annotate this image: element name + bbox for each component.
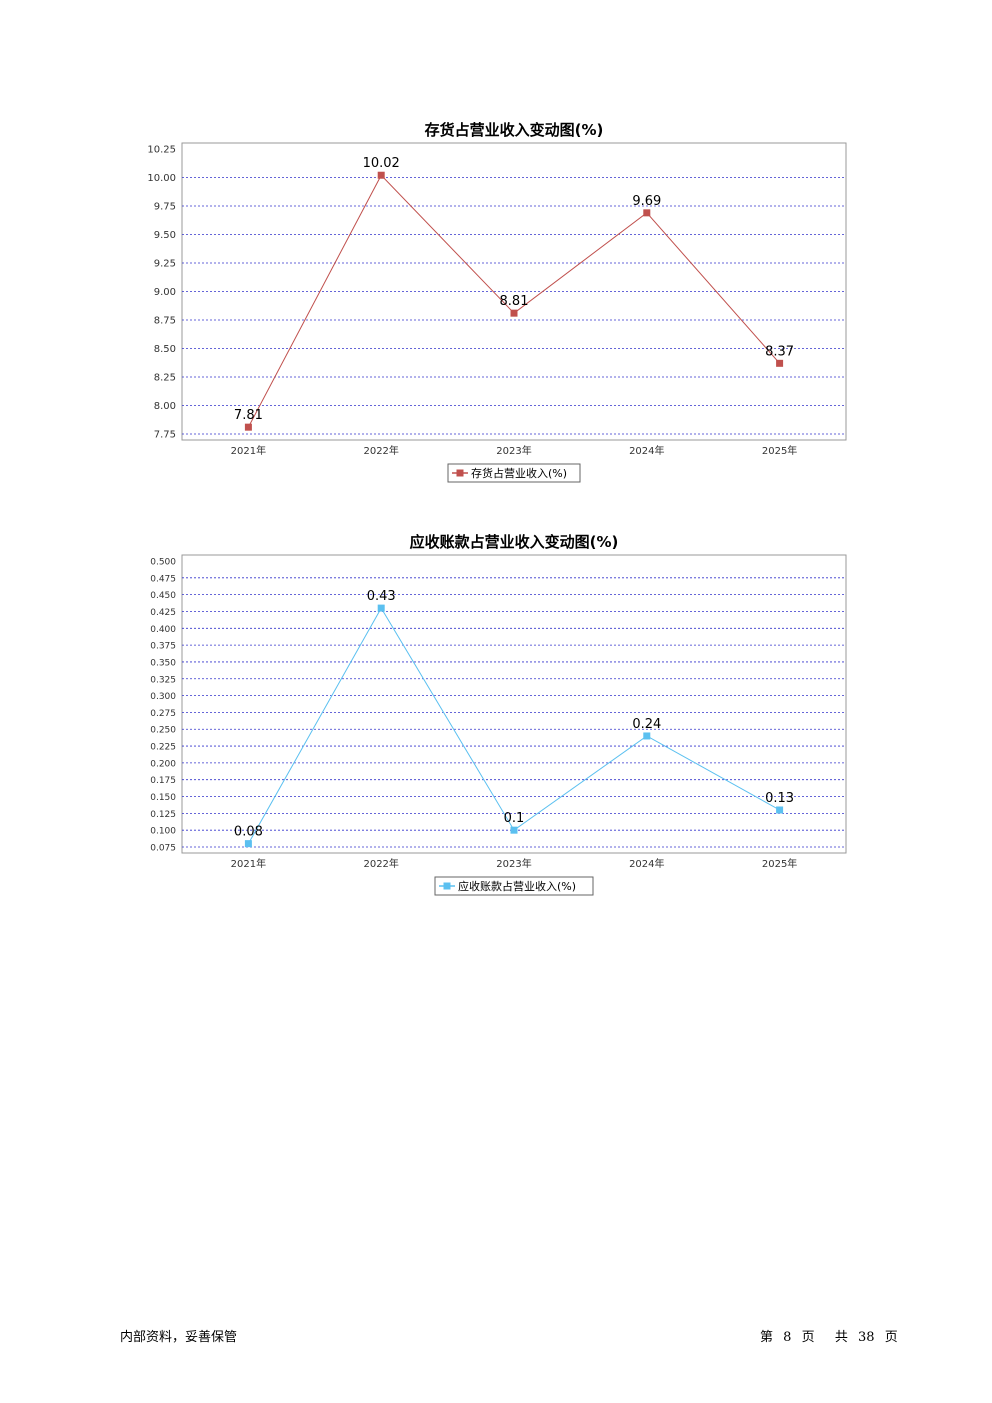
data-label: 9.69 xyxy=(632,194,661,209)
plot-area xyxy=(181,554,847,854)
y-tick-label: 9.00 xyxy=(154,287,176,298)
y-tick-label: 0.500 xyxy=(150,558,176,568)
legend-marker xyxy=(456,469,464,477)
data-label: 0.13 xyxy=(765,791,794,806)
chart-title: 存货占营业收入变动图(%) xyxy=(425,121,604,139)
y-tick-label: 0.150 xyxy=(150,793,176,803)
total-prefix: 共 xyxy=(834,1330,848,1345)
legend-marker xyxy=(443,882,451,890)
y-tick-label: 8.75 xyxy=(154,316,176,327)
legend-box xyxy=(447,463,581,483)
x-tick-label: 2025年 xyxy=(762,444,797,457)
x-tick-label: 2024年 xyxy=(629,444,664,457)
data-point xyxy=(510,826,518,834)
x-tick-label: 2021年 xyxy=(231,444,266,457)
y-tick-label: 10.00 xyxy=(147,173,176,184)
x-tick-label: 2024年 xyxy=(629,857,664,870)
y-tick-label: 8.00 xyxy=(154,401,176,412)
inventory-ratio-chart-svg: 存货占营业收入变动图(%) 10.25 10.00 9.75 9.50 9.25 9.00 8… xyxy=(147,121,847,483)
legend-label: 应收账款占营业收入(%) xyxy=(458,879,576,893)
data-label: 7.81 xyxy=(234,408,263,423)
data-label: 8.37 xyxy=(765,344,794,359)
y-tick-label: 0.200 xyxy=(150,759,176,769)
receivables-ratio-chart-svg: 应收账款占营业收入变动图(%) 0.500 0.475 0.450 0.425 0.400… xyxy=(150,533,847,896)
y-tick-label: 0.275 xyxy=(150,709,176,719)
data-label: 0.08 xyxy=(234,825,263,840)
y-tick-label: 0.175 xyxy=(150,776,176,786)
x-tick-label: 2022年 xyxy=(363,444,398,457)
y-tick-label: 0.375 xyxy=(150,642,176,652)
page-total: 38 xyxy=(858,1330,875,1345)
y-tick-label: 0.125 xyxy=(150,810,176,820)
data-point xyxy=(244,423,252,431)
legend-label: 存货占营业收入(%) xyxy=(471,466,567,480)
data-point xyxy=(377,171,385,179)
y-tick-label: 10.25 xyxy=(147,145,176,156)
data-point xyxy=(643,732,651,740)
page-footer: 内部资料，妥善保管 第 8 页 共 38 页 xyxy=(0,1322,992,1346)
inventory-ratio-chart: 存货占营业收入变动图(%) 10.25 10.00 9.75 9.50 9.25 9.00 8… xyxy=(0,112,992,492)
data-point xyxy=(776,359,784,367)
data-label: 10.02 xyxy=(363,156,400,171)
total-unit: 页 xyxy=(884,1330,898,1345)
data-label: 0.1 xyxy=(504,811,525,826)
y-tick-label: 8.25 xyxy=(154,373,176,384)
y-tick-label: 0.450 xyxy=(150,591,176,601)
x-tick-label: 2025年 xyxy=(762,857,797,870)
y-tick-label: 7.75 xyxy=(154,430,176,441)
y-tick-label: 0.325 xyxy=(150,675,176,685)
data-point xyxy=(776,806,784,814)
data-point xyxy=(643,209,651,217)
receivables-ratio-chart: 应收账款占营业收入变动图(%) 0.500 0.475 0.450 0.425 0.400… xyxy=(0,524,992,904)
y-tick-label: 0.425 xyxy=(150,608,176,618)
y-tick-label: 0.400 xyxy=(150,625,176,635)
legend-box xyxy=(434,876,594,896)
confidential-note: 内部资料，妥善保管 xyxy=(120,1330,238,1345)
y-tick-label: 9.50 xyxy=(154,230,176,241)
y-tick-label: 9.25 xyxy=(154,259,176,270)
data-point xyxy=(244,840,252,848)
x-tick-label: 2022年 xyxy=(363,857,398,870)
y-tick-label: 0.300 xyxy=(150,692,176,702)
x-tick-label: 2021年 xyxy=(231,857,266,870)
page-prefix: 第 xyxy=(760,1330,774,1345)
y-tick-label: 0.225 xyxy=(150,743,176,753)
y-tick-label: 8.50 xyxy=(154,344,176,355)
y-tick-label: 0.100 xyxy=(150,827,176,837)
data-point xyxy=(377,604,385,612)
y-tick-label: 0.250 xyxy=(150,726,176,736)
x-tick-label: 2023年 xyxy=(496,857,531,870)
page-current: 8 xyxy=(783,1330,792,1345)
page-number: 第 8 页 共 38 页 xyxy=(760,1326,898,1345)
page-unit: 页 xyxy=(801,1330,815,1345)
data-label: 0.24 xyxy=(632,717,661,732)
data-point xyxy=(510,309,518,317)
data-label: 8.81 xyxy=(500,294,529,309)
y-tick-label: 9.75 xyxy=(154,202,176,213)
chart-title: 应收账款占营业收入变动图(%) xyxy=(410,533,619,551)
y-tick-label: 0.350 xyxy=(150,658,176,668)
y-tick-label: 0.475 xyxy=(150,574,176,584)
y-tick-label: 0.075 xyxy=(150,844,176,854)
x-tick-label: 2023年 xyxy=(496,444,531,457)
data-label: 0.43 xyxy=(367,589,396,604)
